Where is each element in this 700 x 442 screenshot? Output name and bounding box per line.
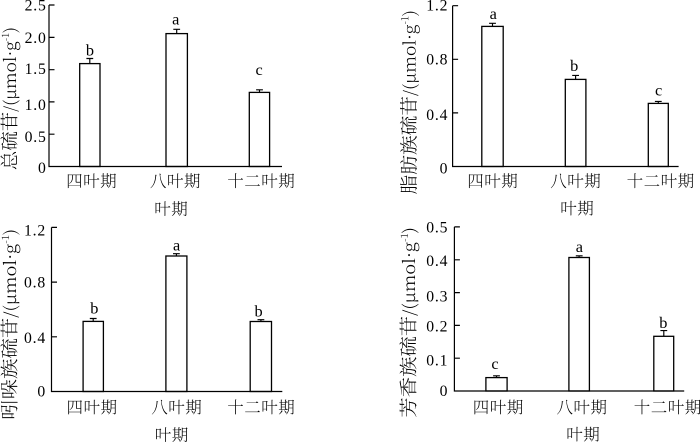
svg-text:a: a [576, 237, 584, 256]
svg-text:0: 0 [37, 384, 46, 401]
svg-text:b: b [255, 301, 264, 320]
svg-text:0.5: 0.5 [25, 129, 47, 146]
svg-text:0: 0 [440, 383, 449, 400]
svg-text:1.2: 1.2 [24, 222, 46, 239]
svg-text:2.0: 2.0 [25, 30, 47, 47]
svg-text:a: a [173, 235, 181, 254]
svg-text:1.0: 1.0 [25, 97, 47, 114]
svg-text:0.1: 0.1 [426, 353, 448, 370]
svg-text:b: b [570, 56, 579, 75]
svg-text:a: a [490, 4, 498, 23]
svg-text:b: b [659, 313, 668, 332]
svg-text:0.4: 0.4 [426, 107, 448, 124]
svg-text:0.4: 0.4 [426, 253, 448, 270]
svg-text:1.2: 1.2 [426, 0, 448, 14]
svg-text:b: b [90, 299, 99, 318]
svg-text:0.5: 0.5 [426, 219, 448, 236]
svg-text:2.5: 2.5 [25, 0, 47, 15]
svg-text:b: b [86, 41, 95, 60]
svg-text:c: c [491, 354, 499, 373]
svg-text:0: 0 [440, 161, 449, 178]
svg-text:a: a [172, 9, 180, 28]
svg-text:c: c [255, 60, 263, 79]
svg-text:0.4: 0.4 [24, 330, 46, 347]
svg-text:0: 0 [38, 160, 47, 177]
svg-text:0.8: 0.8 [24, 274, 46, 291]
svg-text:c: c [655, 81, 663, 100]
svg-text:0.8: 0.8 [426, 51, 448, 68]
svg-text:0.3: 0.3 [426, 288, 448, 305]
svg-text:1.5: 1.5 [25, 61, 47, 78]
svg-text:0.2: 0.2 [426, 318, 448, 335]
